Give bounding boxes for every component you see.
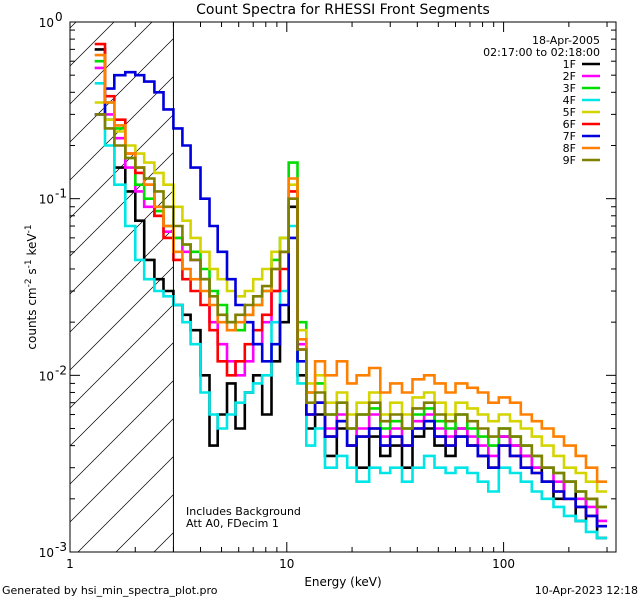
y-tick-exponent: -3	[55, 540, 67, 554]
hatch-line	[610, 22, 640, 552]
y-tick-exponent: -2	[55, 363, 67, 377]
hatch-line	[70, 418, 174, 523]
series-line-8F	[94, 53, 607, 483]
hatch-line	[70, 266, 174, 371]
y-tick-label: 10	[39, 369, 54, 383]
plot-frame	[69, 21, 617, 553]
series-layer	[94, 42, 607, 540]
series-line-5F	[94, 101, 607, 493]
series-line-3F	[94, 59, 607, 509]
y-tick-exponent: -1	[55, 187, 67, 201]
series-line-4F	[94, 82, 607, 540]
series-line-1F	[94, 48, 607, 540]
legend-label-5F: 5F	[563, 106, 576, 119]
x-tick-labels: 1 10 100	[66, 557, 515, 571]
legend-label-7F: 7F	[563, 130, 576, 143]
series-line-9F	[94, 113, 607, 509]
hatch-line	[70, 38, 174, 143]
time-range-label: 02:17:00 to 02:18:00	[483, 46, 600, 59]
series-line-7F	[94, 70, 607, 528]
chart-title: Count Spectra for RHESSI Front Segments	[196, 2, 490, 18]
date-label: 18-Apr-2005	[532, 34, 600, 47]
x-axis-label: Energy (keV)	[304, 575, 381, 589]
annotation-attenuator: Att A0, FDecim 1	[186, 517, 279, 530]
hatch-line	[70, 190, 174, 295]
y-tick-label: 10	[39, 193, 54, 207]
y-axis-label: counts cm-2 s-1 keV-1	[24, 224, 39, 349]
legend-label-6F: 6F	[563, 118, 576, 131]
hatch-line	[70, 380, 174, 485]
x-tick-label: 1	[66, 557, 74, 571]
hatch-line	[70, 22, 77, 29]
y-tick-label: 10	[39, 16, 54, 30]
hatch-line	[70, 22, 153, 105]
hatch-line	[77, 456, 174, 552]
hatch-line	[70, 76, 174, 181]
x-tick-label: 100	[492, 557, 515, 571]
legend-label-8F: 8F	[563, 142, 576, 155]
hatch-line	[70, 342, 174, 447]
hatch-line	[70, 152, 174, 257]
footer-generated-by: Generated by hsi_min_spectra_plot.pro	[2, 584, 218, 597]
y-tick-label: 10	[39, 546, 54, 560]
legend-label-1F: 1F	[563, 58, 576, 71]
legend-label-3F: 3F	[563, 82, 576, 95]
hatch-line	[70, 228, 174, 333]
footer-timestamp: 10-Apr-2023 12:18	[535, 584, 638, 597]
legend-label-9F: 9F	[563, 154, 576, 167]
hatch-region	[70, 22, 640, 552]
hatch-line	[458, 22, 640, 552]
annotation-background: Includes Background	[186, 505, 301, 518]
y-tick-exponent: 0	[55, 10, 63, 24]
legend-label-4F: 4F	[563, 94, 576, 107]
legend-label-2F: 2F	[563, 70, 576, 83]
x-tick-label: 10	[279, 557, 294, 571]
series-line-2F	[94, 66, 607, 523]
